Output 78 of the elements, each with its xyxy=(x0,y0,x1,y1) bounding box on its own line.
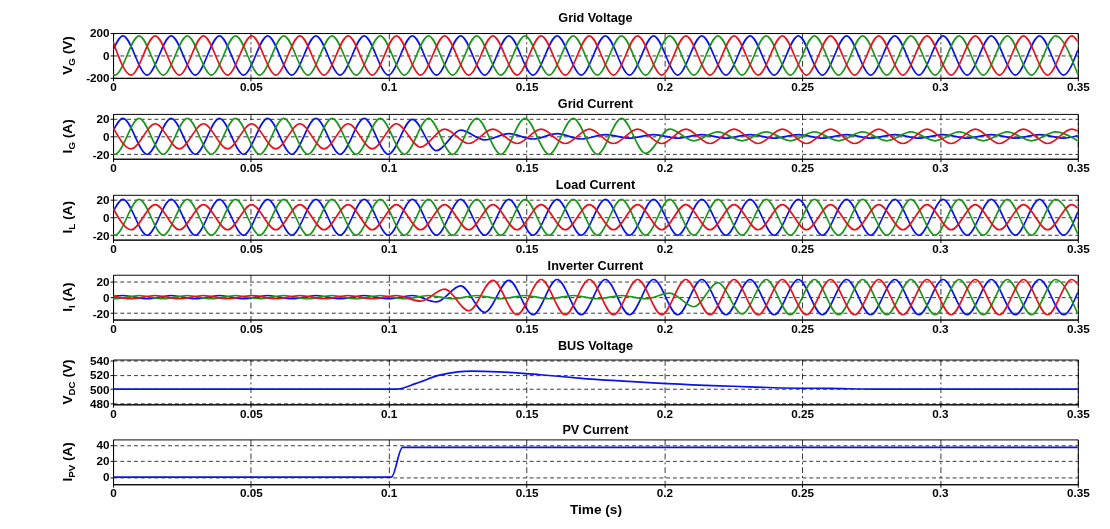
x-tick-label: 0.25 xyxy=(791,80,815,94)
y-tick-label: 0 xyxy=(103,290,111,304)
x-tick-label: 0.05 xyxy=(239,321,264,335)
chart-title: Load Current xyxy=(555,177,636,192)
x-tick-label: 0.35 xyxy=(1066,486,1091,500)
line-series xyxy=(113,278,1078,316)
x-tick-label: 0.1 xyxy=(381,80,398,94)
x-tick-label: 0.15 xyxy=(515,80,539,94)
y-axis-title: VDC (V) xyxy=(60,359,78,405)
x-tick-label: 0.1 xyxy=(381,160,398,174)
x-tick-label: 0.25 xyxy=(791,406,815,420)
x-tick-label: 0.25 xyxy=(791,160,815,174)
x-tick-label: 0.05 xyxy=(239,80,264,94)
line-series xyxy=(113,117,1078,156)
x-tick-label: 0.15 xyxy=(515,321,539,335)
x-tick-label: 0.35 xyxy=(1066,241,1091,255)
x-tick-label: 0.25 xyxy=(791,486,815,500)
x-tick-label: 0.05 xyxy=(239,406,264,420)
line-series xyxy=(113,122,1078,150)
x-tick-label: 0.3 xyxy=(932,160,950,174)
x-tick-label: 0.35 xyxy=(1066,160,1091,174)
y-axis-title: II (A) xyxy=(60,282,78,312)
y-tick-label: 20 xyxy=(96,454,111,468)
x-tick-label: 0.2 xyxy=(656,321,674,335)
x-tick-label: 0.05 xyxy=(239,160,264,174)
x-tick-label: 0.1 xyxy=(381,321,398,335)
x-tick-label: 0.1 xyxy=(381,241,398,255)
y-tick-label: -20 xyxy=(92,147,111,161)
y-tick-label: 20 xyxy=(96,274,111,288)
y-axis-title: VG (V) xyxy=(60,36,78,75)
y-tick-label: -20 xyxy=(92,228,111,242)
x-tick-label: 0.15 xyxy=(515,160,539,174)
x-axis-title: Time (s) xyxy=(569,501,622,517)
y-tick-label: 0 xyxy=(103,470,111,484)
x-tick-label: 0.2 xyxy=(656,486,674,500)
y-tick-label: 40 xyxy=(96,438,111,452)
y-tick-label: 20 xyxy=(96,192,111,206)
x-tick-label: 0.3 xyxy=(932,241,950,255)
chart-title: BUS Voltage xyxy=(557,338,633,353)
x-tick-label: 0.3 xyxy=(932,80,950,94)
y-tick-label: 0 xyxy=(103,129,111,143)
x-tick-label: 0.2 xyxy=(656,406,674,420)
x-tick-label: 0.35 xyxy=(1066,406,1091,420)
y-axis-title: IPV (A) xyxy=(60,442,78,482)
chart-title: Inverter Current xyxy=(547,258,645,273)
chart-title: Grid Voltage xyxy=(558,11,633,26)
x-tick-label: 0.05 xyxy=(239,241,264,255)
x-tick-label: 0.2 xyxy=(656,241,674,255)
x-tick-label: 0.35 xyxy=(1066,80,1091,94)
y-tick-label: 200 xyxy=(90,26,111,40)
x-tick-label: 0.1 xyxy=(381,486,398,500)
x-tick-label: 0.2 xyxy=(656,80,674,94)
x-tick-label: 0.2 xyxy=(656,160,674,174)
x-tick-label: 0.25 xyxy=(791,321,815,335)
y-tick-label: 500 xyxy=(90,382,111,396)
x-tick-label: 0.05 xyxy=(239,486,264,500)
y-axis-title: IL (A) xyxy=(60,201,78,234)
x-tick-label: 0.15 xyxy=(515,406,539,420)
y-tick-label: -200 xyxy=(86,71,111,85)
chart-title: PV Current xyxy=(562,423,630,438)
line-series xyxy=(113,370,1078,390)
x-tick-label: 0.25 xyxy=(791,241,815,255)
y-tick-label: 520 xyxy=(90,368,111,382)
y-tick-label: 0 xyxy=(103,48,111,62)
y-tick-label: -20 xyxy=(92,306,111,320)
y-tick-label: 540 xyxy=(90,353,111,367)
x-tick-label: 0.3 xyxy=(932,321,950,335)
x-tick-label: 0.1 xyxy=(381,406,398,420)
y-tick-label: 20 xyxy=(96,111,111,125)
y-axis-title: IG (A) xyxy=(60,119,78,154)
y-tick-label: 480 xyxy=(90,397,111,411)
y-tick-label: 0 xyxy=(103,210,111,224)
chart-title: Grid Current xyxy=(557,96,634,111)
x-tick-label: 0.15 xyxy=(515,486,539,500)
x-tick-label: 0.3 xyxy=(932,406,950,420)
x-tick-label: 0.15 xyxy=(515,241,539,255)
x-tick-label: 0.3 xyxy=(932,486,950,500)
x-tick-label: 0.35 xyxy=(1066,321,1091,335)
